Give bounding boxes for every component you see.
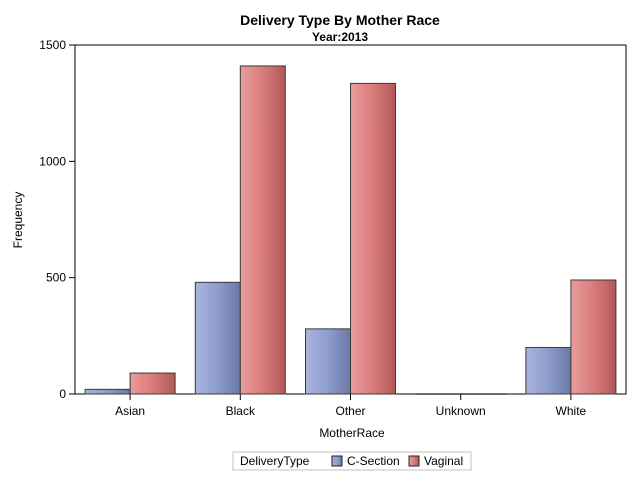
x-tick-label: Asian bbox=[115, 404, 145, 418]
bar-vaginal-unknown bbox=[460, 393, 507, 395]
legend-label-vaginal: Vaginal bbox=[424, 454, 463, 468]
bar-vaginal-other bbox=[350, 82, 396, 395]
bar-vaginal-asian bbox=[129, 372, 176, 395]
legend-swatch-c-section bbox=[331, 455, 343, 467]
bar-c-section-unknown bbox=[415, 393, 462, 395]
legend-title: DeliveryType bbox=[240, 454, 310, 468]
x-axis-label: MotherRace bbox=[319, 426, 385, 440]
chart-subtitle: Year:2013 bbox=[312, 30, 368, 44]
x-tick-label: Unknown bbox=[436, 404, 486, 418]
y-tick-label: 1500 bbox=[39, 38, 66, 52]
legend-swatch-vaginal bbox=[408, 455, 420, 467]
legend: DeliveryType C-Section Vaginal bbox=[232, 451, 472, 471]
x-tick-label: Other bbox=[335, 404, 365, 418]
bar-c-section-white bbox=[525, 346, 572, 395]
legend-label-c-section: C-Section bbox=[347, 454, 400, 468]
y-axis-label: Frequency bbox=[11, 192, 25, 249]
bar-vaginal-black bbox=[239, 65, 286, 395]
y-tick-label: 1000 bbox=[39, 154, 66, 168]
bar-c-section-other bbox=[305, 328, 351, 395]
x-tick-label: White bbox=[556, 404, 587, 418]
legend-frame bbox=[232, 451, 472, 471]
bar-vaginal-white bbox=[570, 279, 617, 395]
y-tick-label: 500 bbox=[46, 271, 66, 285]
x-tick-label: Black bbox=[226, 404, 256, 418]
bar-c-section-black bbox=[194, 281, 241, 395]
bar-c-section-asian bbox=[84, 388, 131, 395]
chart-title: Delivery Type By Mother Race bbox=[240, 12, 440, 28]
y-tick-label: 0 bbox=[59, 387, 66, 401]
